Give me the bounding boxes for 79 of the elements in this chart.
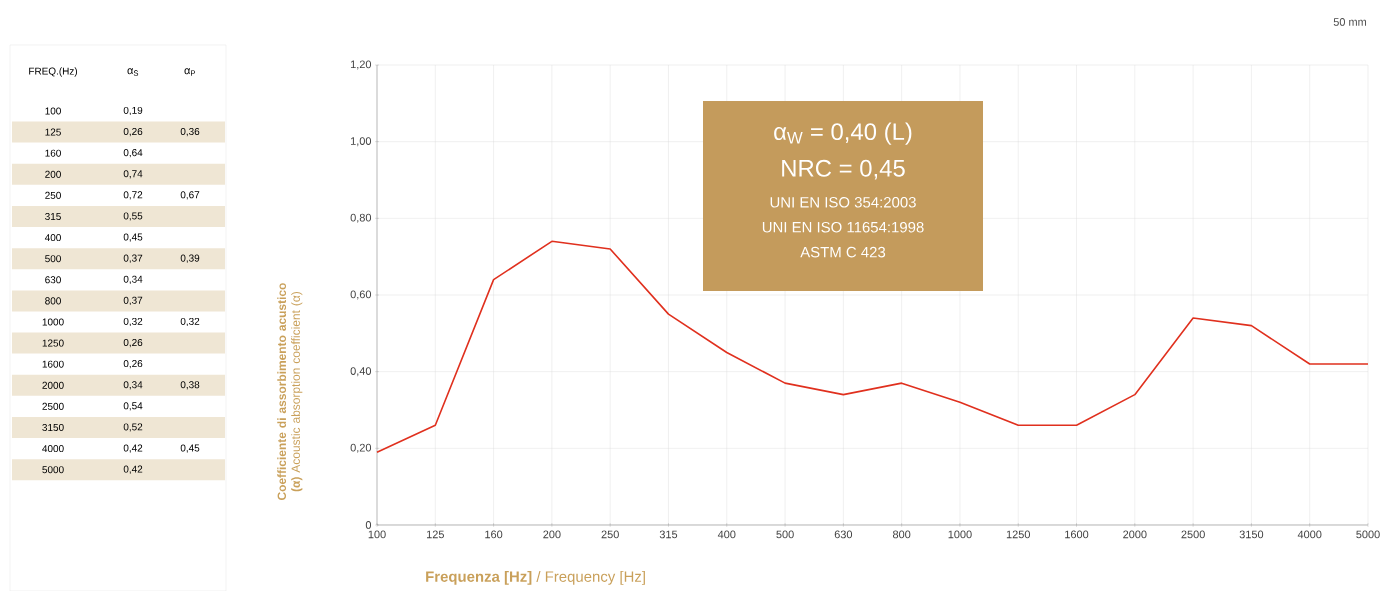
data-label: 0,19 <box>123 106 143 116</box>
x-tick-label: 160 <box>485 530 503 539</box>
category-label: 1600 <box>42 360 64 368</box>
data-label: 0,34 <box>123 275 143 284</box>
category-label: 1250 <box>42 339 64 347</box>
x-tick-label: 400 <box>717 530 736 539</box>
category-label: 1000 <box>42 318 64 326</box>
text: α$_{S}$ <box>127 68 139 76</box>
x-tick-label: 1000 <box>948 530 972 539</box>
x-tick-label: 1600 <box>1065 530 1089 539</box>
category-label: 800 <box>45 297 61 305</box>
annotation: UNI EN ISO 11654:1998 <box>762 221 924 233</box>
x-tick-label: 250 <box>601 530 619 539</box>
data-label: 0,52 <box>123 423 143 432</box>
x-tick-label: 2500 <box>1181 530 1205 539</box>
annotation: NRC = 0,45 <box>782 159 905 180</box>
data-label: 0,55 <box>123 212 143 221</box>
x-axis-title: Frequenza [Hz] / Frequency [Hz] <box>426 570 645 585</box>
x-tick-label: 800 <box>892 530 911 539</box>
x-tick-label: 3150 <box>1239 530 1264 539</box>
data-label: 0,36 <box>180 127 200 137</box>
annotation: UNI EN ISO 354:2003 <box>770 196 916 208</box>
category-label: 400 <box>44 233 61 242</box>
data-label: 0,39 <box>180 254 200 263</box>
data-label: 0,74 <box>123 170 143 179</box>
x-tick-label: 100 <box>368 530 386 539</box>
y-tick-label: 0,60 <box>350 290 372 300</box>
annotation: α$_{W}$ = 0,40 (L) <box>774 122 912 145</box>
y-tick-label: 0,40 <box>350 367 372 377</box>
data-label: 0,32 <box>180 317 200 327</box>
category-label: 125 <box>45 128 61 136</box>
category-label: 160 <box>45 149 61 157</box>
y-tick-label: 0 <box>365 521 372 529</box>
data-label: 0,72 <box>123 191 143 200</box>
data-label: 0,26 <box>123 338 143 348</box>
data-label: 0,38 <box>180 381 200 390</box>
data-label: 0,45 <box>123 233 143 242</box>
data-label: 0,67 <box>180 191 200 200</box>
data-label: 0,64 <box>123 148 143 158</box>
y-tick-label: 1,20 <box>350 60 372 70</box>
data-label: 0,54 <box>123 402 143 411</box>
category-label: 630 <box>45 276 61 284</box>
annotation: ASTM C 423 <box>800 246 886 258</box>
category-label: 200 <box>45 170 61 178</box>
line-series <box>376 240 1369 453</box>
category-label: 2000 <box>42 381 64 389</box>
data-label: 0,34 <box>123 381 143 390</box>
data-label: 0,37 <box>123 254 143 263</box>
data-label: 0,42 <box>123 444 143 453</box>
category-label: 100 <box>45 107 61 115</box>
category-label: 5000 <box>42 466 64 474</box>
x-tick-label: 4000 <box>1297 530 1322 539</box>
data-label: 0,37 <box>123 296 143 305</box>
text: α$_{P}$ <box>184 68 196 76</box>
x-tick-label: 5000 <box>1356 530 1380 539</box>
x-tick-label: 1250 <box>1006 530 1030 539</box>
y-tick-label: 1,00 <box>350 137 372 147</box>
data-label: 0,42 <box>123 465 143 474</box>
text: 50 mm <box>1333 18 1367 26</box>
x-tick-label: 200 <box>543 530 561 539</box>
x-tick-label: 630 <box>834 530 853 539</box>
data-label: 0,26 <box>123 359 143 369</box>
category-label: 250 <box>45 191 61 199</box>
y-axis-title: Coefficiente di assorbimento acustico (α) Acoustic absorption coefficient (α) <box>277 283 303 500</box>
y-tick-label: 0,20 <box>350 443 372 453</box>
data-label: 0,45 <box>180 444 200 453</box>
category-label: 500 <box>45 255 61 263</box>
category-label: 2500 <box>42 402 64 410</box>
data-label: 0,26 <box>123 127 143 137</box>
category-label: 3150 <box>42 423 64 431</box>
y-tick-label: 0,80 <box>350 213 372 223</box>
x-tick-label: 500 <box>776 530 794 539</box>
category-label: 4000 <box>42 444 64 453</box>
x-tick-label: 315 <box>659 530 678 539</box>
category-label: 315 <box>45 212 61 220</box>
text: FREQ.(Hz) <box>29 67 78 77</box>
x-tick-label: 2000 <box>1123 530 1147 539</box>
x-tick-label: 125 <box>426 530 444 539</box>
data-label: 0,32 <box>123 317 143 327</box>
